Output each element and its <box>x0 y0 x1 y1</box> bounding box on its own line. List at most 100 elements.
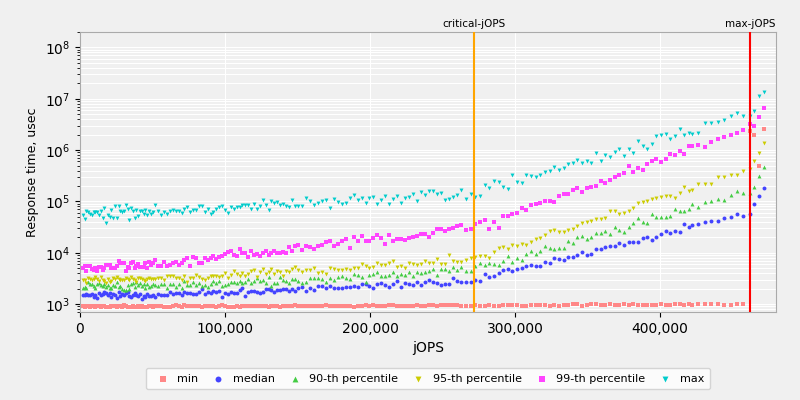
99-th percentile <box>126 258 139 265</box>
min <box>659 302 672 308</box>
99-th percentile <box>216 252 229 259</box>
90-th percentile <box>483 260 496 266</box>
median <box>705 218 718 224</box>
99-th percentile <box>94 264 107 270</box>
99-th percentile <box>730 130 743 136</box>
max <box>291 203 304 209</box>
min <box>242 303 254 309</box>
99-th percentile <box>724 132 737 138</box>
99-th percentile <box>343 245 356 251</box>
min <box>166 303 179 309</box>
median <box>351 284 364 290</box>
median <box>271 287 284 293</box>
median <box>224 289 238 295</box>
95-th percentile <box>239 273 252 279</box>
95-th percentile <box>752 150 765 156</box>
95-th percentile <box>262 269 275 276</box>
median <box>664 230 677 236</box>
95-th percentile <box>224 272 238 278</box>
95-th percentile <box>446 258 459 265</box>
max <box>343 195 356 202</box>
min <box>125 304 138 311</box>
min <box>548 302 561 308</box>
90-th percentile <box>650 214 663 220</box>
max <box>89 209 102 215</box>
99-th percentile <box>268 248 281 254</box>
min <box>137 304 150 310</box>
95-th percentile <box>562 227 574 234</box>
95-th percentile <box>379 262 392 268</box>
99-th percentile <box>77 264 90 271</box>
90-th percentile <box>144 283 157 289</box>
max <box>78 216 91 222</box>
95-th percentile <box>84 276 97 282</box>
median <box>604 243 617 249</box>
90-th percentile <box>327 276 340 283</box>
min <box>351 302 364 309</box>
max <box>502 186 514 192</box>
95-th percentile <box>730 172 743 179</box>
95-th percentile <box>288 264 301 270</box>
90-th percentile <box>576 233 589 240</box>
95-th percentile <box>103 278 116 285</box>
99-th percentile <box>178 257 191 263</box>
max <box>265 198 278 204</box>
median <box>636 234 649 241</box>
max <box>110 214 123 221</box>
90-th percentile <box>90 281 103 287</box>
95-th percentile <box>438 261 451 267</box>
median <box>525 262 538 268</box>
max <box>154 212 168 218</box>
median <box>110 294 123 301</box>
median <box>90 295 103 301</box>
99-th percentile <box>664 150 677 157</box>
median <box>265 287 278 293</box>
max <box>618 152 630 159</box>
99-th percentile <box>256 250 269 256</box>
90-th percentile <box>557 245 570 251</box>
90-th percentile <box>594 230 607 236</box>
max <box>594 158 607 164</box>
95-th percentile <box>407 261 420 267</box>
median <box>193 288 206 295</box>
max <box>520 172 533 178</box>
median <box>175 292 188 298</box>
99-th percentile <box>674 148 686 154</box>
90-th percentile <box>109 282 122 289</box>
min <box>510 302 523 308</box>
min <box>375 303 388 309</box>
90-th percentile <box>271 280 284 286</box>
min <box>737 301 750 308</box>
95-th percentile <box>291 266 304 273</box>
90-th percentile <box>239 279 252 286</box>
95-th percentile <box>112 275 125 282</box>
median <box>114 293 126 299</box>
90-th percentile <box>123 286 136 292</box>
max <box>724 113 737 120</box>
90-th percentile <box>125 280 138 287</box>
median <box>375 280 388 286</box>
median <box>158 292 170 298</box>
max <box>144 210 157 217</box>
median <box>455 279 468 285</box>
99-th percentile <box>752 114 765 120</box>
max <box>478 181 491 188</box>
max <box>82 209 94 216</box>
min <box>216 302 229 309</box>
90-th percentile <box>339 275 352 282</box>
max <box>604 154 617 160</box>
99-th percentile <box>254 253 266 259</box>
99-th percentile <box>146 260 159 266</box>
90-th percentile <box>193 280 206 286</box>
median <box>548 254 561 261</box>
99-th percentile <box>483 226 496 232</box>
90-th percentile <box>669 206 682 212</box>
95-th percentile <box>418 258 431 264</box>
99-th percentile <box>89 265 102 271</box>
max <box>613 146 626 152</box>
min <box>487 303 500 309</box>
95-th percentile <box>459 257 472 263</box>
99-th percentile <box>594 178 607 184</box>
95-th percentile <box>724 171 737 178</box>
median <box>363 283 376 290</box>
